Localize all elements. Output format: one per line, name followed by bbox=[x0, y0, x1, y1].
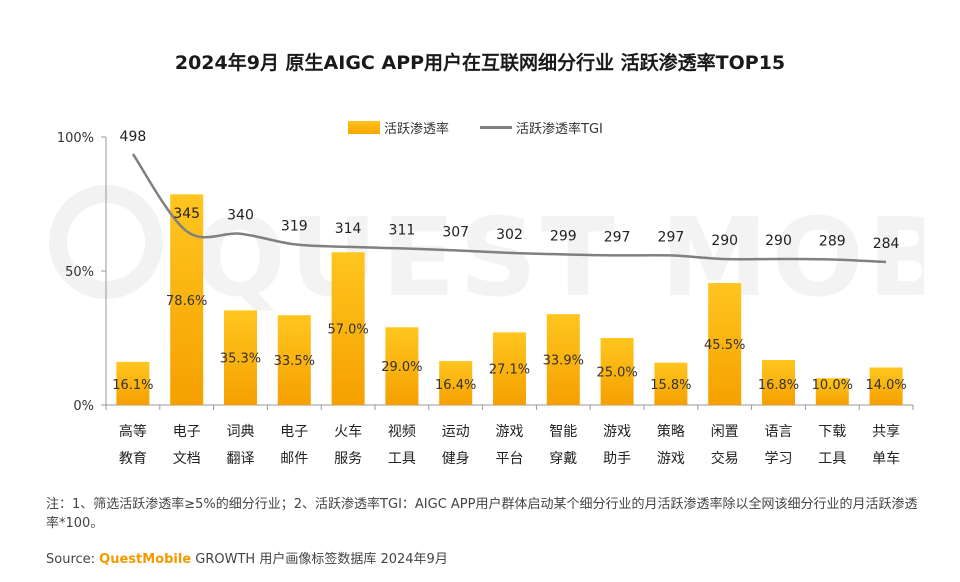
x-category-label: 穿戴 bbox=[549, 451, 577, 467]
source-rest: GROWTH 用户画像标签数据库 2024年9月 bbox=[191, 552, 448, 567]
bar-value-label: 14.0% bbox=[865, 378, 906, 393]
x-category-label: 游戏 bbox=[496, 424, 524, 440]
y-tick-label: 100% bbox=[57, 131, 94, 146]
bar bbox=[546, 314, 580, 405]
x-category-label: 电子 bbox=[280, 424, 308, 440]
tgi-value-label: 314 bbox=[335, 221, 362, 237]
x-category-label: 邮件 bbox=[280, 451, 308, 467]
footnote: 注：1、筛选活跃渗透率≥5%的细分行业；2、活跃渗透率TGI：AIGC APP用… bbox=[46, 497, 918, 531]
x-category-label: 游戏 bbox=[657, 451, 685, 467]
bar bbox=[277, 315, 311, 405]
bar-value-label: 27.1% bbox=[489, 363, 530, 378]
bar-value-label: 15.8% bbox=[650, 378, 691, 393]
bar bbox=[600, 338, 634, 405]
x-category-label: 文档 bbox=[173, 451, 201, 467]
tgi-value-label: 340 bbox=[227, 208, 254, 224]
bar-value-label: 16.8% bbox=[758, 378, 799, 393]
legend-line-swatch bbox=[480, 126, 512, 129]
x-category-label: 高等 bbox=[119, 423, 147, 440]
tgi-line bbox=[131, 153, 887, 264]
bar bbox=[385, 327, 419, 405]
source-brand: QuestMobile bbox=[99, 552, 192, 567]
x-category-label: 共享 bbox=[872, 423, 900, 440]
x-category-label: 火车 bbox=[334, 423, 362, 440]
x-category-label: 工具 bbox=[818, 451, 846, 467]
bar bbox=[815, 378, 849, 405]
x-category-label: 交易 bbox=[711, 450, 739, 467]
legend-bar-label: 活跃渗透率 bbox=[384, 122, 450, 137]
x-category-label: 学习 bbox=[765, 451, 793, 467]
x-category-label: 视频 bbox=[388, 424, 416, 440]
legend-bar-swatch bbox=[348, 121, 380, 134]
y-tick-label: 0% bbox=[73, 399, 94, 414]
x-category-label: 闲置 bbox=[711, 424, 739, 440]
bar bbox=[170, 194, 204, 405]
bar-value-label: 45.5% bbox=[704, 338, 745, 353]
x-category-label: 下载 bbox=[818, 424, 846, 440]
tgi-value-label: 319 bbox=[281, 218, 308, 234]
tgi-value-label: 297 bbox=[604, 229, 631, 245]
x-category-label: 语言 bbox=[765, 424, 793, 440]
bar-value-label: 25.0% bbox=[596, 366, 637, 381]
tgi-value-label: 311 bbox=[389, 222, 416, 238]
bar bbox=[439, 361, 473, 405]
x-category-label: 运动 bbox=[442, 424, 470, 440]
bar-value-label: 16.4% bbox=[435, 378, 476, 393]
tgi-value-label: 290 bbox=[711, 233, 738, 249]
legend: 活跃渗透率 活跃渗透率TGI bbox=[0, 118, 960, 138]
x-category-label: 平台 bbox=[496, 451, 524, 467]
x-category-label: 词典 bbox=[227, 424, 255, 440]
x-category-label: 服务 bbox=[334, 451, 362, 467]
tgi-value-label: 302 bbox=[496, 227, 523, 243]
tgi-value-label: 299 bbox=[550, 228, 577, 244]
legend-line-label: 活跃渗透率TGI bbox=[516, 122, 603, 137]
x-category-label: 教育 bbox=[119, 451, 147, 467]
bar bbox=[762, 359, 795, 405]
tgi-value-label: 307 bbox=[442, 224, 469, 240]
bar bbox=[224, 310, 257, 405]
x-category-label: 工具 bbox=[388, 451, 416, 467]
tgi-value-label: 289 bbox=[819, 233, 846, 249]
tgi-value-label: 284 bbox=[873, 236, 900, 252]
tgi-value-label: 290 bbox=[765, 233, 792, 249]
tgi-value-label: 345 bbox=[173, 206, 200, 222]
bar bbox=[869, 367, 903, 405]
chart-title: 2024年9月 原生AIGC APP用户在互联网细分行业 活跃渗透率TOP15 bbox=[174, 52, 786, 74]
legend-item-line: 活跃渗透率TGI bbox=[480, 118, 603, 137]
bar bbox=[708, 283, 742, 405]
bar-value-label: 16.1% bbox=[112, 378, 153, 393]
x-category-label: 智能 bbox=[549, 424, 577, 440]
bar bbox=[654, 362, 688, 405]
source-line: Source: QuestMobile GROWTH 用户画像标签数据库 202… bbox=[46, 548, 448, 567]
x-category-label: 游戏 bbox=[603, 424, 631, 440]
bar bbox=[116, 361, 150, 405]
bar-value-label: 35.3% bbox=[220, 352, 261, 367]
tgi-value-label: 297 bbox=[658, 229, 685, 245]
bar bbox=[493, 332, 526, 405]
bar-value-label: 10.0% bbox=[812, 378, 853, 393]
y-tick-label: 50% bbox=[65, 265, 94, 280]
x-category-label: 翻译 bbox=[227, 451, 255, 467]
tgi-value-label: 498 bbox=[120, 129, 147, 145]
bar-value-label: 57.0% bbox=[327, 323, 368, 338]
bar bbox=[331, 252, 365, 405]
bar-value-label: 33.5% bbox=[274, 354, 315, 369]
x-category-label: 单车 bbox=[872, 450, 900, 467]
bar-value-label: 33.9% bbox=[543, 354, 584, 369]
bar-value-label: 78.6% bbox=[166, 294, 207, 309]
legend-item-bar: 活跃渗透率 bbox=[348, 118, 449, 137]
x-category-label: 健身 bbox=[442, 451, 470, 467]
x-category-label: 助手 bbox=[603, 451, 631, 467]
bar-value-label: 29.0% bbox=[381, 360, 422, 375]
source-prefix: Source: bbox=[46, 552, 100, 567]
x-category-label: 策略 bbox=[657, 423, 685, 440]
x-category-label: 电子 bbox=[173, 424, 201, 440]
